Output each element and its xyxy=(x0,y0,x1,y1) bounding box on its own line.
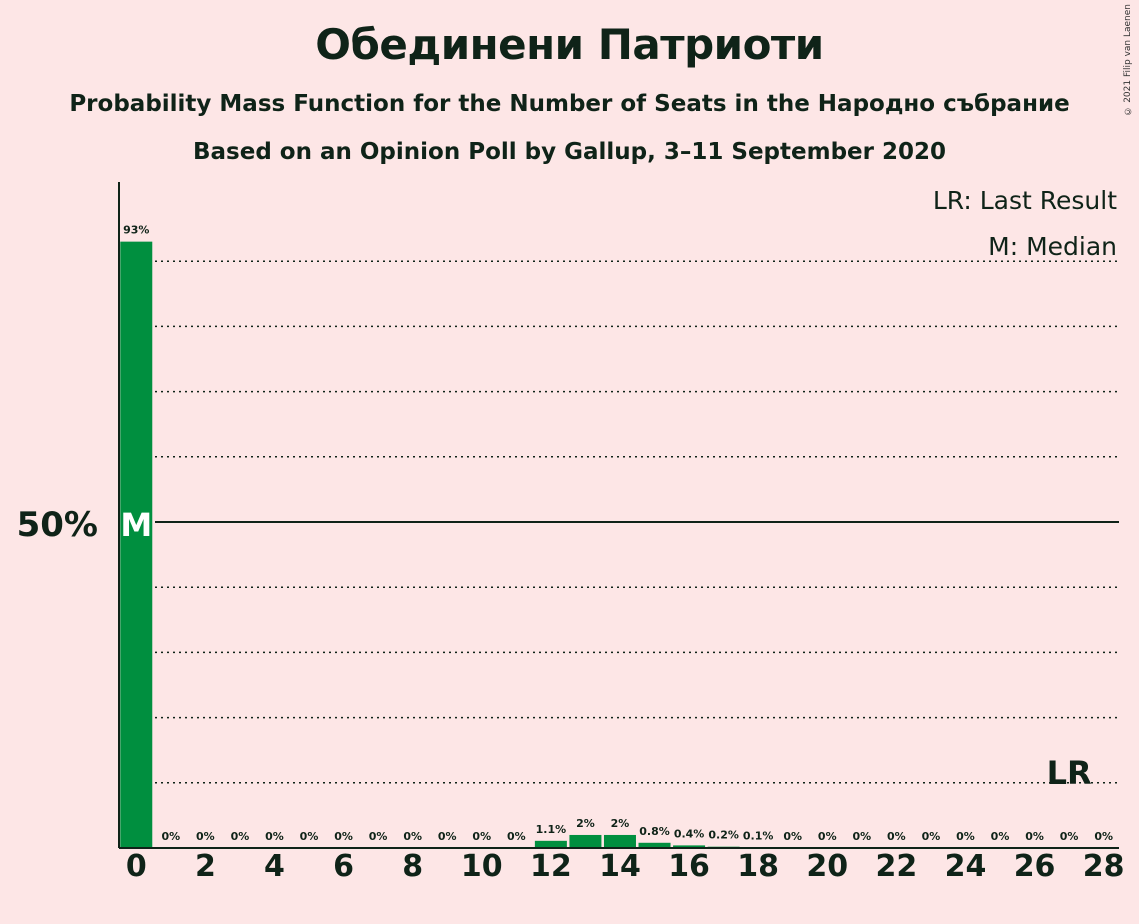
legend-last-result: LR: Last Result xyxy=(932,186,1117,215)
bar-value-label: 0% xyxy=(1094,830,1113,843)
x-tick-label: 6 xyxy=(333,849,354,884)
bar-value-label: 1.1% xyxy=(536,823,567,836)
bar-value-label: 0% xyxy=(852,830,871,843)
x-tick-label: 18 xyxy=(737,849,779,884)
chart-title: Обединени Патриоти xyxy=(315,20,824,69)
bar xyxy=(638,842,671,848)
bar-value-label: 0% xyxy=(922,830,941,843)
bar-value-label: 0% xyxy=(956,830,975,843)
x-tick-label: 2 xyxy=(195,849,216,884)
bar-value-label: 2% xyxy=(576,817,595,830)
bar-value-label: 0% xyxy=(991,830,1010,843)
x-tick-label: 22 xyxy=(876,849,918,884)
bar-value-label: 0% xyxy=(472,830,491,843)
bar-value-label: 0% xyxy=(231,830,250,843)
bar-value-label: 0% xyxy=(783,830,802,843)
x-tick-label: 28 xyxy=(1083,849,1125,884)
x-tick-label: 8 xyxy=(402,849,423,884)
bar-value-label: 0% xyxy=(196,830,215,843)
bar-value-label: 0% xyxy=(265,830,284,843)
bar-value-label: 0% xyxy=(403,830,422,843)
bar-value-label: 0.4% xyxy=(674,827,705,840)
bar-value-label: 0% xyxy=(818,830,837,843)
bar-value-label: 0% xyxy=(438,830,457,843)
bar-value-label: 0.2% xyxy=(708,829,739,842)
chart-subtitle: Probability Mass Function for the Number… xyxy=(69,91,1070,117)
x-tick-label: 24 xyxy=(945,849,987,884)
x-tick-label: 12 xyxy=(530,849,572,884)
bar-value-label: 0% xyxy=(369,830,388,843)
last-result-marker: LR xyxy=(1047,754,1092,792)
bar xyxy=(534,840,567,848)
bar xyxy=(603,834,636,848)
bar-value-label: 0% xyxy=(1060,830,1079,843)
bar-value-label: 0% xyxy=(507,830,526,843)
x-tick-label: 10 xyxy=(461,849,503,884)
bar-value-label: 0.1% xyxy=(743,829,774,842)
bar xyxy=(569,834,602,848)
bar-value-label: 0.8% xyxy=(639,825,670,838)
legend-median: M: Median xyxy=(988,232,1117,261)
bar-value-label: 93% xyxy=(123,224,149,237)
bar-value-label: 0% xyxy=(1025,830,1044,843)
bar xyxy=(120,241,153,848)
bar-value-label: 0% xyxy=(161,830,180,843)
bar-value-label: 0% xyxy=(334,830,353,843)
chart-subtitle-poll: Based on an Opinion Poll by Gallup, 3–11… xyxy=(192,139,946,165)
y-tick-label: 50% xyxy=(17,505,98,545)
bar-value-label: 2% xyxy=(611,817,630,830)
x-tick-label: 14 xyxy=(599,849,641,884)
x-tick-label: 0 xyxy=(126,849,147,884)
x-tick-label: 20 xyxy=(806,849,848,884)
x-tick-label: 4 xyxy=(264,849,285,884)
median-marker: M xyxy=(120,506,152,544)
x-tick-label: 16 xyxy=(668,849,710,884)
bar-value-label: 0% xyxy=(887,830,906,843)
bar-value-label: 0% xyxy=(300,830,319,843)
x-tick-label: 26 xyxy=(1014,849,1056,884)
bar xyxy=(673,845,706,848)
